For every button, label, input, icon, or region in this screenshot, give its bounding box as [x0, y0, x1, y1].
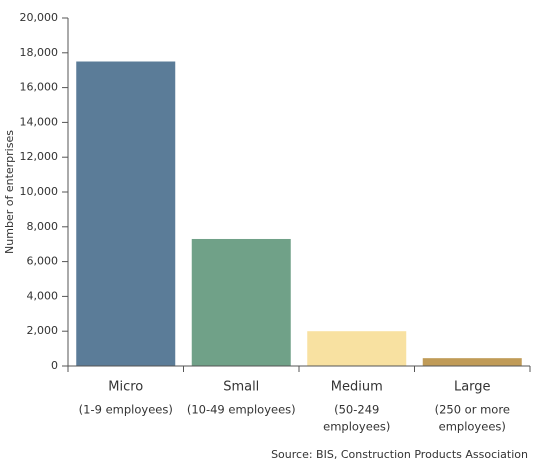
y-tick-label: 8,000 — [27, 220, 59, 233]
y-tick-label: 14,000 — [20, 115, 59, 128]
x-tick-note: employees) — [323, 420, 390, 434]
x-tick-note: (50-249 — [334, 403, 379, 417]
y-tick-label: 2,000 — [27, 324, 59, 337]
x-tick-label: Micro — [108, 380, 143, 395]
source: Source: BIS, Construction Products Assoc… — [271, 448, 528, 461]
y-tick-label: 16,000 — [20, 81, 59, 94]
bar — [191, 238, 291, 366]
y-axis-label: Number of enterprises — [3, 130, 16, 254]
x-tick-label: Large — [454, 380, 491, 395]
bar — [422, 358, 522, 366]
y-tick-label: 4,000 — [27, 289, 59, 302]
y-tick-label: 12,000 — [20, 150, 59, 163]
y-tick-label: 6,000 — [27, 255, 59, 268]
x-tick-note: (10-49 employees) — [187, 403, 296, 417]
y-tick-label: 18,000 — [20, 46, 59, 59]
x-tick-note: (250 or more — [435, 403, 510, 417]
y-tick-label: 0 — [51, 359, 58, 372]
x-tick-note: employees) — [439, 420, 506, 434]
x-tick-note: (1-9 employees) — [79, 403, 173, 417]
y-tick-label: 10,000 — [20, 185, 59, 198]
bar — [307, 331, 407, 366]
bar — [76, 61, 176, 366]
y-tick-label: 20,000 — [20, 11, 59, 24]
x-tick-label: Small — [223, 380, 259, 395]
x-tick-label: Medium — [331, 380, 383, 395]
